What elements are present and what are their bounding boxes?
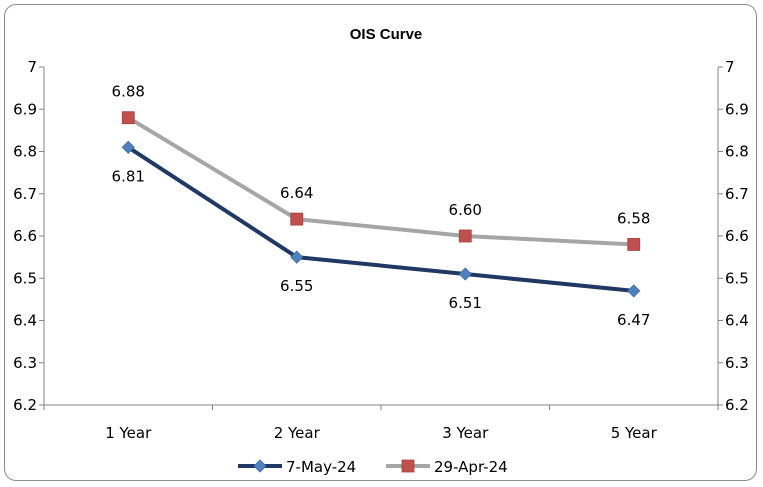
square-marker — [627, 238, 641, 251]
data-labels: 6.81 6.55 6.51 6.47 6.88 6.64 6.60 6.58 — [112, 83, 651, 329]
legend-label-0: 7-May-24 — [286, 458, 356, 476]
data-label: 6.58 — [617, 209, 650, 227]
series-markers — [121, 111, 641, 298]
y-tick-label-left: 6.8 — [13, 143, 37, 161]
x-tick-label: 1 Year — [105, 424, 152, 442]
y-tick-label-right: 6.2 — [725, 396, 749, 414]
y-tick-label-left: 7 — [27, 58, 37, 76]
data-label: 6.81 — [112, 167, 145, 185]
legend-square-marker — [401, 459, 415, 473]
data-label: 6.60 — [449, 201, 482, 219]
y-tick-label-left: 6.7 — [13, 185, 37, 203]
axes: 6.2 6.2 6.3 6.3 6.4 6.4 6.5 6.5 6.6 6.6 6.7 6.7 6.8 6… — [13, 58, 749, 442]
x-tick-label: 3 Year — [442, 424, 489, 442]
data-label: 6.55 — [280, 277, 313, 295]
chart-title: OIS Curve — [350, 26, 423, 43]
square-marker — [121, 111, 135, 125]
y-tick-label-right: 6.6 — [725, 227, 749, 245]
y-tick-label-right: 6.5 — [725, 269, 749, 287]
legend-diamond-marker — [253, 459, 267, 473]
data-label: 6.47 — [617, 311, 650, 329]
y-tick-label-right: 6.4 — [725, 312, 749, 330]
series-line-1 — [127, 115, 634, 247]
y-tick-label-left: 6.2 — [13, 396, 37, 414]
square-marker — [290, 212, 304, 226]
x-tick-label: 5 Year — [611, 424, 658, 442]
y-tick-label-left: 6.6 — [13, 227, 37, 245]
diamond-marker — [121, 140, 135, 154]
y-tick-label-left: 6.3 — [13, 354, 37, 372]
diamond-marker — [290, 250, 304, 264]
y-tick-label-left: 6.5 — [13, 269, 37, 287]
y-tick-label-left: 6.9 — [13, 100, 37, 118]
data-label: 6.51 — [449, 294, 482, 312]
y-tick-label-right: 6.7 — [725, 185, 749, 203]
legend: 7-May-24 29-Apr-24 — [238, 458, 508, 476]
data-label: 6.64 — [280, 184, 313, 202]
y-tick-label-right: 6.9 — [725, 100, 749, 118]
diamond-marker — [627, 284, 641, 298]
series-lines — [127, 115, 634, 293]
y-tick-label-left: 6.4 — [13, 312, 37, 330]
diamond-marker — [458, 267, 472, 281]
data-label: 6.88 — [112, 83, 145, 101]
square-marker — [458, 229, 472, 243]
legend-label-1: 29-Apr-24 — [434, 458, 508, 476]
x-tick-label: 2 Year — [274, 424, 321, 442]
y-tick-label-right: 6.8 — [725, 143, 749, 161]
y-tick-label-right: 6.3 — [725, 354, 749, 372]
series-line-0 — [127, 145, 634, 293]
y-tick-label-right: 7 — [725, 58, 735, 76]
